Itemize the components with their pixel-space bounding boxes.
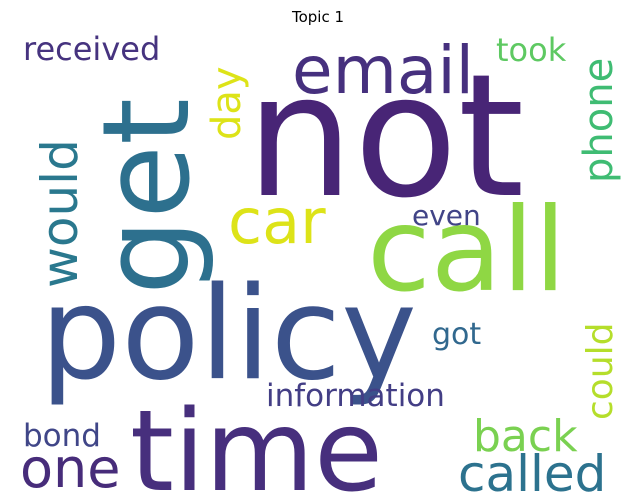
word-back: back <box>473 411 578 462</box>
chart-title: Topic 1 <box>291 8 345 26</box>
word-got: got <box>432 317 481 352</box>
word-time: time <box>130 387 383 504</box>
word-would: would <box>31 139 89 288</box>
word-policy: policy <box>40 260 417 409</box>
word-day: day <box>204 66 250 140</box>
word-even: even <box>412 199 481 232</box>
word-could: could <box>580 323 621 421</box>
word-received: received <box>23 30 160 68</box>
word-call: call <box>367 183 566 318</box>
word-took: took <box>496 31 567 69</box>
word-phone: phone <box>576 58 622 183</box>
word-bond: bond <box>23 418 101 454</box>
word-one: one <box>20 437 121 500</box>
word-not: not <box>246 38 524 236</box>
word-get: get <box>78 98 217 295</box>
word-car: car <box>228 185 326 258</box>
word-email: email <box>292 32 474 109</box>
word-called: called <box>458 445 606 503</box>
word-information: information <box>266 378 445 414</box>
